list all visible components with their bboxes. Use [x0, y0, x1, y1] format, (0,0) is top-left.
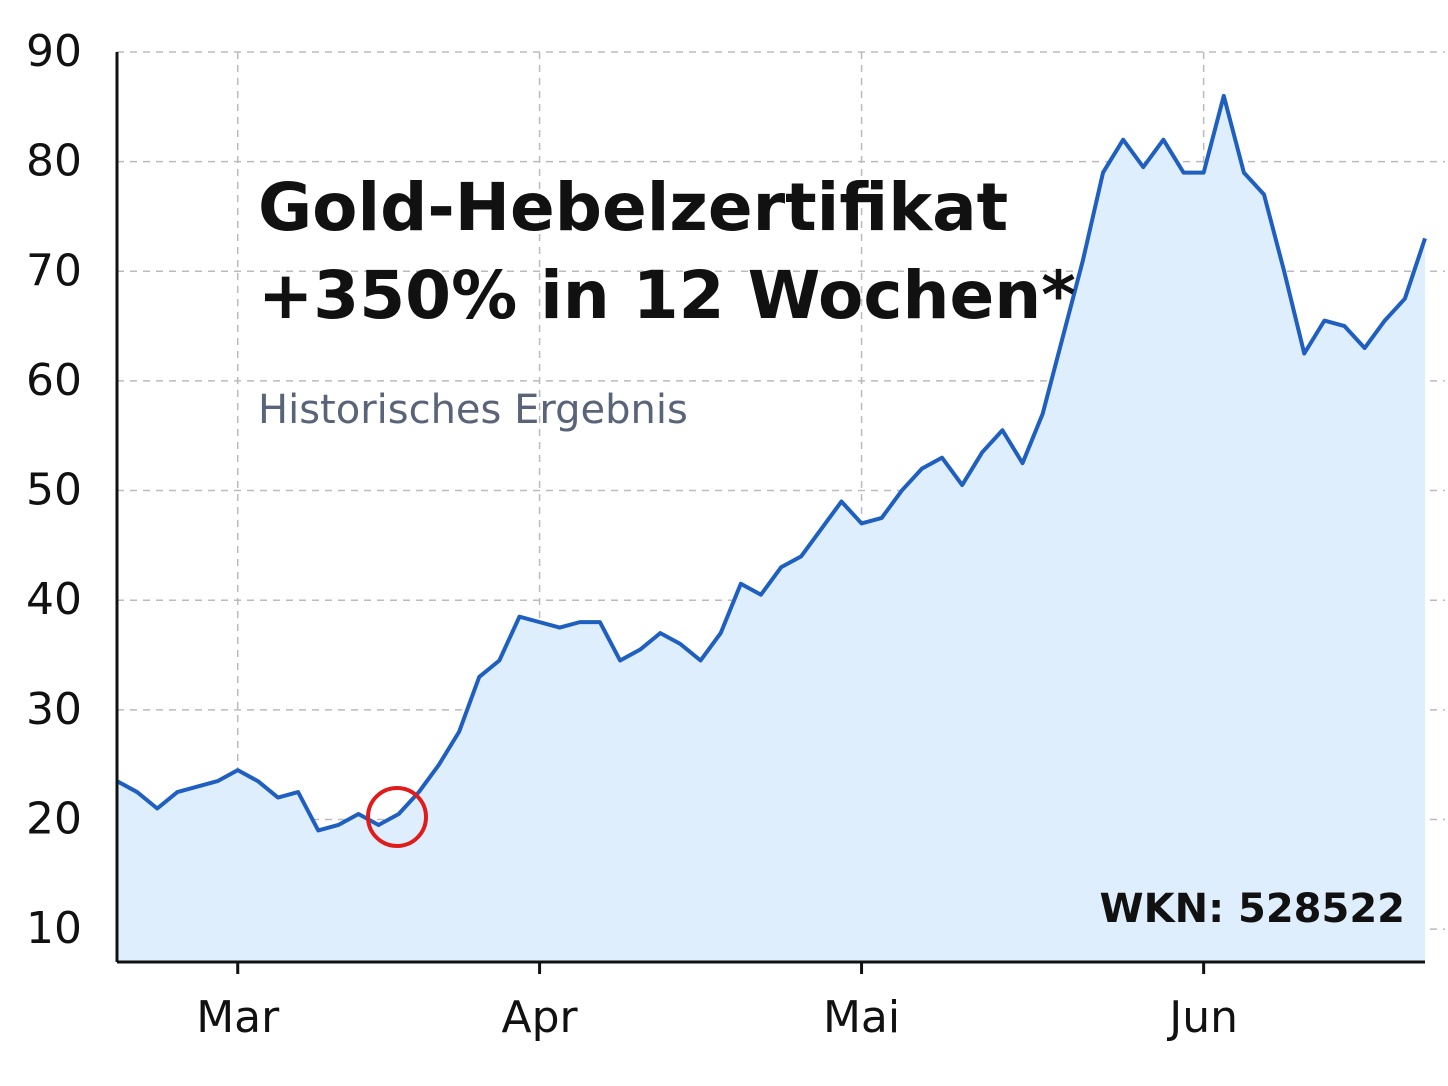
wkn-label: WKN: 528522: [1099, 886, 1405, 932]
y-tick-label: 50: [26, 465, 82, 516]
y-tick-label: 90: [26, 26, 82, 77]
caption: Historisches Ergebnis: [258, 387, 688, 433]
chart-subtitle: +350% in 12 Wochen*: [258, 257, 1076, 334]
plot-area: 10 20 30 40 50 60 70 80 90 Mar Apr Mai Jun: [26, 26, 1445, 1043]
y-tick-label: 40: [26, 574, 82, 625]
x-tick-label: Apr: [502, 992, 579, 1043]
y-tick-label: 10: [26, 903, 82, 954]
x-tick-label: Mai: [823, 992, 900, 1043]
y-tick-label: 60: [26, 355, 82, 406]
y-tick-label: 20: [26, 793, 82, 844]
x-tick-label: Mar: [196, 992, 280, 1043]
y-tick-label: 80: [26, 136, 82, 187]
chart-title: Gold-Hebelzertifikat: [258, 169, 1008, 246]
x-tick-label: Jun: [1166, 992, 1238, 1043]
y-tick-label: 70: [26, 245, 82, 296]
area: [117, 95, 1425, 963]
highlight-circle: [366, 786, 428, 848]
line: [116, 93, 1427, 833]
y-tick-label: 30: [26, 684, 82, 735]
